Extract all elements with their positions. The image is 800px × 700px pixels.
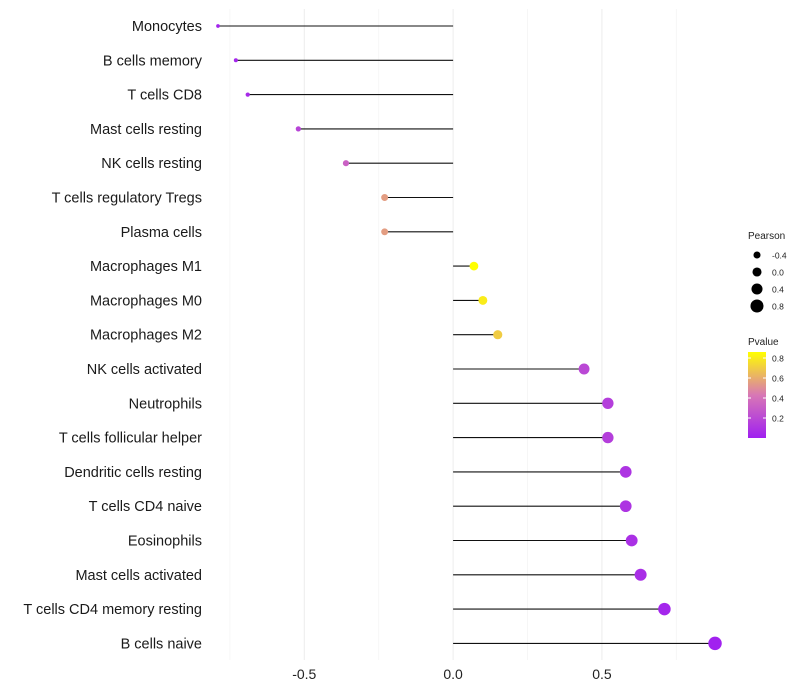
category-label: B cells naive (121, 636, 202, 652)
data-point (478, 295, 488, 305)
x-tick-label: -0.5 (292, 666, 316, 682)
size-legend-key (752, 267, 762, 277)
category-label: Macrophages M0 (90, 293, 202, 309)
category-label: B cells memory (103, 53, 203, 69)
category-label: Mast cells resting (90, 122, 202, 138)
data-point (602, 431, 614, 444)
x-axis: -0.5 0.0 0.5 (292, 666, 612, 682)
data-point (295, 126, 301, 132)
category-label: Mast cells activated (75, 568, 202, 584)
size-legend-key (753, 251, 761, 259)
category-label: T cells regulatory Tregs (52, 191, 202, 207)
data-point (578, 363, 590, 375)
data-point (381, 194, 389, 201)
color-legend-bar (748, 352, 766, 438)
data-point (245, 92, 250, 97)
color-legend-label: 0.4 (772, 394, 784, 404)
size-legend-label: 0.4 (772, 285, 784, 295)
category-label: T cells CD8 (127, 88, 202, 104)
x-tick-label: 0.5 (592, 666, 612, 682)
data-point (634, 568, 647, 581)
data-point (216, 24, 220, 28)
size-legend-key (751, 283, 763, 295)
data-point (342, 160, 350, 167)
pearson-size-legend: Pearson -0.4 0.0 0.4 0.8 (748, 231, 787, 313)
data-point (233, 58, 238, 63)
size-legend-key (750, 299, 764, 313)
color-legend-label: 0.2 (772, 414, 784, 424)
category-label: Neutrophils (129, 396, 202, 412)
color-legend-label: 0.6 (772, 374, 784, 384)
color-legend-title: Pvalue (748, 337, 779, 348)
size-legend-label: -0.4 (772, 251, 787, 261)
category-label: T cells CD4 memory resting (23, 602, 202, 618)
stems (217, 25, 716, 644)
data-point (602, 397, 614, 409)
category-label: Plasma cells (121, 225, 202, 241)
size-legend-title: Pearson (748, 231, 785, 242)
category-label: T cells CD4 naive (89, 499, 202, 515)
data-point (469, 261, 479, 271)
data-point (493, 330, 503, 340)
data-point (619, 466, 632, 478)
category-label: T cells follicular helper (59, 431, 202, 447)
category-label: NK cells resting (101, 156, 202, 172)
size-legend-label: 0.8 (772, 302, 784, 312)
data-point (619, 500, 632, 513)
data-point (625, 534, 638, 547)
category-label: Dendritic cells resting (64, 465, 202, 481)
points (216, 24, 722, 651)
y-axis-labels: Monocytes B cells memory T cells CD8 Mast c… (23, 19, 202, 652)
pvalue-color-legend: Pvalue 0.8 0.6 0.4 0.2 (748, 337, 784, 438)
category-label: Macrophages M1 (90, 259, 202, 275)
data-point (381, 228, 389, 236)
color-legend-label: 0.8 (772, 354, 784, 364)
category-label: NK cells activated (87, 362, 202, 378)
data-point (708, 636, 722, 651)
data-point (658, 602, 671, 616)
category-label: Macrophages M2 (90, 328, 202, 344)
category-label: Eosinophils (128, 534, 202, 550)
size-legend-label: 0.0 (772, 268, 784, 278)
x-tick-label: 0.0 (443, 666, 463, 682)
category-label: Monocytes (132, 19, 202, 35)
grid-lines (229, 9, 677, 660)
